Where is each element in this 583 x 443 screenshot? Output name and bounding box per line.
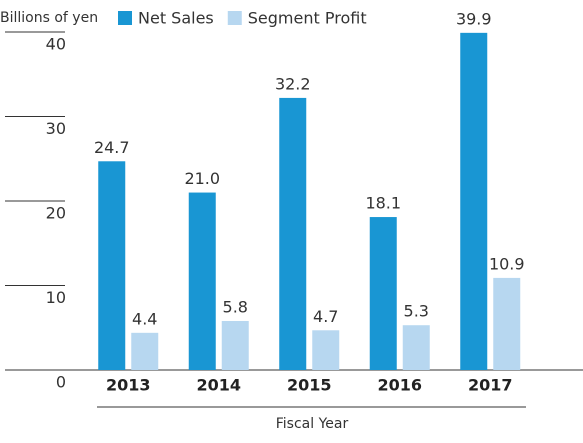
bar [98, 161, 126, 370]
bar [460, 32, 488, 370]
bar [369, 217, 397, 370]
bar [493, 277, 521, 370]
legend-label: Net Sales [138, 9, 214, 28]
legend-label: Segment Profit [248, 9, 367, 28]
value-label: 4.7 [313, 307, 338, 326]
value-label: 5.8 [223, 297, 248, 316]
value-label: 21.0 [184, 169, 220, 188]
bar [402, 325, 430, 370]
x-tick-label: 2016 [377, 376, 422, 395]
legend-swatch [227, 11, 242, 25]
value-label: 24.7 [94, 138, 130, 157]
x-tick-label: 2017 [468, 376, 513, 395]
y-axis-label: Billions of yen [0, 10, 98, 26]
y-tick-label: 10 [46, 288, 66, 307]
bar [279, 97, 307, 370]
y-tick-label: 30 [46, 119, 66, 138]
bar [188, 192, 216, 370]
bar [131, 332, 159, 370]
y-tick-label: 0 [56, 373, 66, 392]
value-label: 4.4 [132, 309, 157, 328]
y-tick-label: 20 [46, 204, 66, 223]
value-label: 10.9 [489, 254, 525, 273]
bar [312, 330, 340, 370]
legend-swatch [118, 11, 132, 25]
value-label: 5.3 [404, 302, 429, 321]
bar [221, 320, 249, 370]
x-tick-label: 2013 [106, 376, 151, 395]
y-tick-label: 40 [46, 35, 66, 54]
value-label: 39.9 [456, 9, 492, 28]
value-label: 18.1 [365, 194, 401, 213]
x-axis-label: Fiscal Year [276, 416, 349, 432]
x-tick-label: 2015 [287, 376, 332, 395]
x-tick-label: 2014 [196, 376, 241, 395]
value-label: 32.2 [275, 74, 311, 93]
